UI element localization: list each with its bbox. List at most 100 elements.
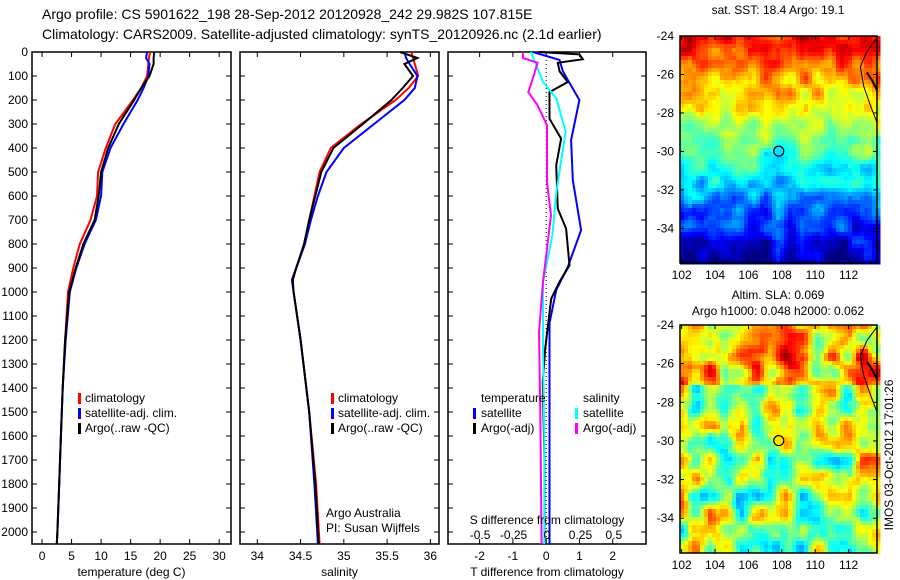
map-cell xyxy=(704,104,709,109)
map-cell xyxy=(720,124,725,129)
map-cell xyxy=(804,248,809,253)
map-cell xyxy=(804,453,809,458)
map-cell xyxy=(768,64,773,69)
legend-label: climatology xyxy=(338,391,398,405)
map-cell xyxy=(724,381,729,386)
map-cell xyxy=(816,377,821,382)
map-cell xyxy=(748,160,753,165)
map-cell xyxy=(772,160,777,165)
map-cell xyxy=(756,341,761,346)
map-cell xyxy=(752,325,757,330)
map-cell xyxy=(680,180,685,185)
map-cell xyxy=(732,232,737,237)
map-cell xyxy=(808,232,813,237)
map-cell xyxy=(724,172,729,177)
map-cell xyxy=(812,144,817,149)
map-cell xyxy=(836,405,841,410)
map-cell xyxy=(844,212,849,217)
map-cell xyxy=(868,256,873,261)
map-cell xyxy=(728,52,733,57)
map-cell xyxy=(812,124,817,129)
map-cell xyxy=(844,373,849,378)
map-cell xyxy=(808,337,813,342)
map-cell xyxy=(728,164,733,169)
map-cell xyxy=(780,84,785,89)
map-cell xyxy=(780,252,785,257)
map-cell xyxy=(716,381,721,386)
map-cell xyxy=(760,196,765,201)
map-cell xyxy=(868,337,873,342)
map-cell xyxy=(844,433,849,438)
map-cell xyxy=(720,441,725,446)
map-cell xyxy=(764,236,769,241)
map-cell xyxy=(824,465,829,470)
map-cell xyxy=(772,397,777,402)
map-cell xyxy=(808,240,813,245)
map-cell xyxy=(680,345,685,350)
map-cell xyxy=(820,204,825,209)
map-cell xyxy=(800,369,805,374)
map-cell xyxy=(800,92,805,97)
map-cell xyxy=(832,365,837,370)
lat-tick-label: -32 xyxy=(657,183,675,197)
map-cell xyxy=(784,457,789,462)
map-cell xyxy=(764,88,769,93)
map-cell xyxy=(748,248,753,253)
map-cell xyxy=(768,385,773,390)
map-cell xyxy=(820,220,825,225)
map-cell xyxy=(748,236,753,241)
map-cell xyxy=(844,128,849,133)
map-cell xyxy=(728,104,733,109)
map-cell xyxy=(692,108,697,113)
map-cell xyxy=(832,401,837,406)
map-cell xyxy=(736,244,741,249)
map-cell xyxy=(836,461,841,466)
map-cell xyxy=(716,437,721,442)
map-cell xyxy=(824,333,829,338)
map-cell xyxy=(872,381,877,386)
map-cell xyxy=(684,60,689,65)
map-cell xyxy=(716,325,721,330)
map-cell xyxy=(756,445,761,450)
map-cell xyxy=(736,188,741,193)
map-cell xyxy=(720,333,725,338)
map-cell xyxy=(820,224,825,229)
map-cell xyxy=(828,401,833,406)
map-cell xyxy=(752,88,757,93)
map-cell xyxy=(796,80,801,85)
map-cell xyxy=(744,200,749,205)
map-cell xyxy=(820,341,825,346)
map-cell xyxy=(688,465,693,470)
map-cell xyxy=(840,104,845,109)
map-cell xyxy=(744,389,749,394)
map-cell xyxy=(772,136,777,141)
map-cell xyxy=(740,333,745,338)
map-cell xyxy=(704,80,709,85)
map-cell xyxy=(852,337,857,342)
map-cell xyxy=(860,224,865,229)
map-cell xyxy=(820,236,825,241)
map-cell xyxy=(680,84,685,89)
map-cell xyxy=(792,136,797,141)
map-cell xyxy=(748,244,753,249)
map-cell xyxy=(680,120,685,125)
map-cell xyxy=(860,385,865,390)
map-cell xyxy=(748,353,753,358)
map-cell xyxy=(868,409,873,414)
map-cell xyxy=(688,188,693,193)
map-cell xyxy=(744,461,749,466)
map-cell xyxy=(808,192,813,197)
map-cell xyxy=(796,52,801,57)
map-cell xyxy=(724,469,729,474)
map-cell xyxy=(740,100,745,105)
map-cell xyxy=(872,240,877,245)
map-cell xyxy=(736,381,741,386)
map-cell xyxy=(700,128,705,133)
map-cell xyxy=(792,357,797,362)
map-cell xyxy=(812,397,817,402)
map-cell xyxy=(796,76,801,81)
map-cell xyxy=(768,208,773,213)
map-cell xyxy=(696,176,701,181)
map-cell xyxy=(708,164,713,169)
map-cell xyxy=(840,76,845,81)
